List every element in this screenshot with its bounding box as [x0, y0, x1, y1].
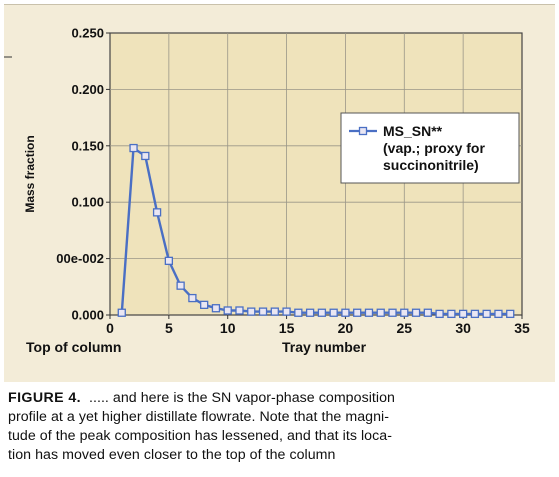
data-point: [118, 309, 125, 316]
figure-caption: FIGURE 4. ..... and here is the SN vapor…: [8, 389, 553, 465]
x-tick-label: 15: [279, 320, 295, 336]
data-point: [448, 310, 455, 317]
data-point: [424, 309, 431, 316]
data-point: [389, 309, 396, 316]
caption-text-1: ..... and here is the SN vapor-phase com…: [89, 390, 395, 406]
y-tick-label: 0.200: [71, 82, 104, 97]
data-point: [142, 152, 149, 159]
data-point: [283, 308, 290, 315]
data-point: [342, 309, 349, 316]
x-tick-label: 20: [338, 320, 354, 336]
data-point: [365, 309, 372, 316]
data-point: [236, 307, 243, 314]
data-point: [460, 310, 467, 317]
data-point: [318, 309, 325, 316]
data-point: [413, 309, 420, 316]
data-point: [471, 310, 478, 317]
figure-panel: 0.000 00e-002 0.100 0.150 0.200 0.250 0 5 10 15 2…: [4, 4, 555, 382]
data-point: [354, 309, 361, 316]
legend-entry-text: MS_SN**: [383, 123, 443, 139]
x-tick-label: 35: [514, 320, 530, 336]
x-tick-label: 25: [396, 320, 412, 336]
legend-entry-text: (vap.; proxy for: [383, 140, 485, 156]
caption-line-4: tion has moved even closer to the top of…: [8, 446, 553, 465]
y-tick-label: 0.250: [71, 26, 104, 41]
data-point: [154, 209, 161, 216]
data-point: [224, 307, 231, 314]
legend-entry-text: succinonitrile): [383, 157, 479, 173]
x-tick-label: 5: [165, 320, 173, 336]
data-point: [307, 309, 314, 316]
data-point: [130, 145, 137, 152]
caption-label: FIGURE 4.: [8, 390, 81, 406]
y-tick-label: 0.100: [71, 195, 104, 210]
x-tick-label: 0: [106, 320, 114, 336]
data-point: [260, 308, 267, 315]
data-point: [295, 309, 302, 316]
data-point: [177, 282, 184, 289]
data-point: [271, 308, 278, 315]
data-point: [436, 310, 443, 317]
x-tick-label: 30: [455, 320, 471, 336]
data-point: [483, 310, 490, 317]
data-point: [495, 310, 502, 317]
x-axis-start-label: Top of column: [26, 339, 121, 355]
y-tick-label: 00e-002: [56, 251, 104, 266]
chart: 0.000 00e-002 0.100 0.150 0.200 0.250 0 5 10 15 2…: [4, 5, 555, 382]
legend-marker: [360, 128, 367, 135]
data-point: [377, 309, 384, 316]
x-tick-label: 10: [220, 320, 236, 336]
y-tick-label: 0.150: [71, 138, 104, 153]
caption-line-3: tude of the peak composition has lessene…: [8, 427, 553, 446]
data-point: [189, 295, 196, 302]
data-point: [248, 308, 255, 315]
y-tick-label: 0.000: [71, 308, 104, 323]
caption-line-2: profile at a yet higher distillate flowr…: [8, 408, 553, 427]
x-axis-ticks: 0 5 10 15 20 25 30 35: [106, 315, 530, 336]
data-point: [165, 257, 172, 264]
data-point: [201, 301, 208, 308]
x-axis-label: Tray number: [282, 339, 367, 355]
data-point: [330, 309, 337, 316]
data-point: [401, 309, 408, 316]
y-axis-label: Mass fraction: [23, 135, 37, 212]
data-point: [507, 310, 514, 317]
caption-line-1: FIGURE 4. ..... and here is the SN vapor…: [8, 389, 553, 408]
data-point: [212, 305, 219, 312]
y-axis-ticks: 0.000 00e-002 0.100 0.150 0.200 0.250: [56, 26, 110, 323]
